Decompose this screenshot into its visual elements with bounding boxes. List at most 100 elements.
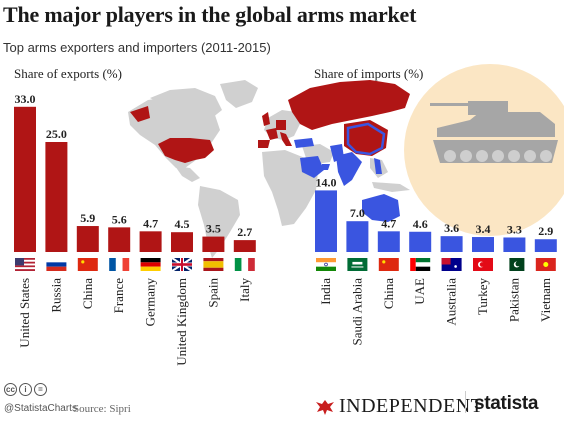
map-germany bbox=[276, 120, 286, 130]
map-china-import-outline bbox=[346, 122, 386, 156]
tank-wheel bbox=[492, 150, 504, 162]
export-value-label: 33.0 bbox=[15, 92, 36, 106]
flag-au-icon bbox=[441, 258, 462, 271]
import-bar bbox=[534, 239, 557, 252]
attribution-icon: i bbox=[19, 383, 32, 396]
map-vietnam bbox=[374, 158, 382, 174]
import-bar bbox=[440, 236, 463, 252]
export-value-label: 5.9 bbox=[80, 211, 95, 225]
import-category-label: Saudi Arabia bbox=[349, 278, 364, 346]
flag-sa-icon bbox=[347, 258, 368, 271]
import-value-label: 7.0 bbox=[350, 206, 365, 220]
export-category-label: Italy bbox=[237, 278, 252, 302]
import-category-label: Australia bbox=[444, 278, 459, 326]
import-category-label: UAE bbox=[412, 278, 427, 305]
export-category-label: China bbox=[80, 278, 95, 309]
flag-in-icon bbox=[316, 258, 336, 271]
export-category-label: Russia bbox=[48, 278, 63, 313]
import-bar bbox=[377, 231, 400, 252]
map-italy bbox=[280, 132, 292, 146]
imports-axis-title: Share of imports (%) bbox=[314, 66, 423, 81]
tank-wheel bbox=[508, 150, 520, 162]
export-category-label: Germany bbox=[143, 278, 158, 327]
map-canada bbox=[150, 88, 222, 118]
export-category-label: United Kingdom bbox=[174, 278, 189, 366]
map-uae bbox=[322, 164, 330, 170]
export-value-label: 3.5 bbox=[206, 222, 221, 236]
license-icons: cc i = bbox=[4, 383, 47, 396]
import-category-label: Pakistan bbox=[506, 278, 521, 323]
map-indonesia bbox=[372, 182, 410, 192]
flag-cn-icon bbox=[378, 258, 399, 271]
export-value-label: 25.0 bbox=[46, 127, 67, 141]
page-title: The major players in the global arms mar… bbox=[3, 2, 417, 27]
map-usa bbox=[158, 138, 214, 163]
statista-logo: statista bbox=[474, 393, 539, 414]
map-turkey bbox=[294, 138, 314, 148]
creative-commons-icon: cc bbox=[4, 383, 17, 396]
map-saudi-arabia bbox=[300, 156, 324, 178]
export-bar bbox=[171, 232, 193, 252]
tank-illustration bbox=[430, 101, 558, 163]
import-value-label: 4.6 bbox=[413, 217, 428, 231]
exports-axis-title: Share of exports (%) bbox=[14, 66, 122, 81]
tank-wheel bbox=[460, 150, 472, 162]
flag-vn-icon bbox=[535, 258, 556, 271]
no-derivatives-icon: = bbox=[34, 383, 47, 396]
import-category-label: Turkey bbox=[475, 278, 490, 316]
flag-it-icon bbox=[234, 258, 255, 271]
map-russia bbox=[288, 80, 410, 130]
tank-wheels bbox=[444, 150, 552, 162]
flag-tr-icon bbox=[473, 258, 493, 271]
map-france bbox=[266, 128, 278, 140]
tank-wheel bbox=[540, 150, 552, 162]
import-bar bbox=[346, 221, 369, 252]
import-category-label: Vietnam bbox=[538, 278, 553, 322]
footer-divider bbox=[465, 391, 466, 413]
source-note: Source: Sipri bbox=[73, 403, 131, 415]
export-value-label: 4.5 bbox=[175, 217, 190, 231]
map-spain bbox=[258, 140, 270, 148]
import-value-label: 3.3 bbox=[507, 222, 522, 236]
flag-de-icon bbox=[140, 258, 161, 271]
import-value-label: 3.6 bbox=[444, 221, 459, 235]
export-bar bbox=[202, 236, 225, 252]
export-bar bbox=[108, 227, 131, 252]
page-subtitle: Top arms exporters and importers (2011-2… bbox=[3, 40, 271, 55]
export-value-label: 4.7 bbox=[143, 216, 158, 230]
import-value-label: 4.7 bbox=[381, 216, 396, 230]
tank-wheel bbox=[444, 150, 456, 162]
export-bar bbox=[76, 226, 99, 252]
export-bar bbox=[139, 231, 162, 252]
export-bar bbox=[233, 240, 256, 252]
footer: cc i = @StatistaCharts Source: Sipri IND… bbox=[0, 383, 564, 423]
import-category-label: India bbox=[318, 278, 333, 305]
export-value-label: 2.7 bbox=[237, 225, 252, 239]
import-bar bbox=[503, 237, 526, 252]
import-value-label: 3.4 bbox=[476, 222, 491, 236]
flag-ae-icon bbox=[410, 258, 431, 271]
labels-layer: 33.0 United States 25.0 Russia 5.9 China 5.6 Fr… bbox=[15, 92, 554, 366]
import-bar bbox=[472, 237, 494, 252]
tank-wheel bbox=[476, 150, 488, 162]
export-category-label: France bbox=[111, 278, 126, 314]
flag-ru-icon bbox=[46, 258, 67, 271]
map-uk bbox=[262, 112, 270, 126]
export-category-label: United States bbox=[17, 278, 32, 348]
export-bar bbox=[45, 142, 68, 252]
tank-wheel bbox=[524, 150, 536, 162]
flag-cn-icon bbox=[77, 258, 98, 271]
map-mexico bbox=[175, 166, 200, 182]
import-value-label: 2.9 bbox=[538, 224, 553, 238]
flag-us-icon bbox=[15, 258, 35, 271]
export-value-label: 5.6 bbox=[112, 212, 127, 226]
flag-pk-icon bbox=[504, 258, 525, 271]
map-india bbox=[336, 152, 362, 186]
statista-handle: @StatistaCharts bbox=[4, 403, 77, 414]
map-alaska bbox=[130, 106, 150, 122]
map-australia bbox=[362, 194, 400, 222]
export-bar bbox=[14, 106, 36, 252]
export-category-label: Spain bbox=[205, 278, 220, 308]
flags-layer bbox=[15, 257, 556, 272]
